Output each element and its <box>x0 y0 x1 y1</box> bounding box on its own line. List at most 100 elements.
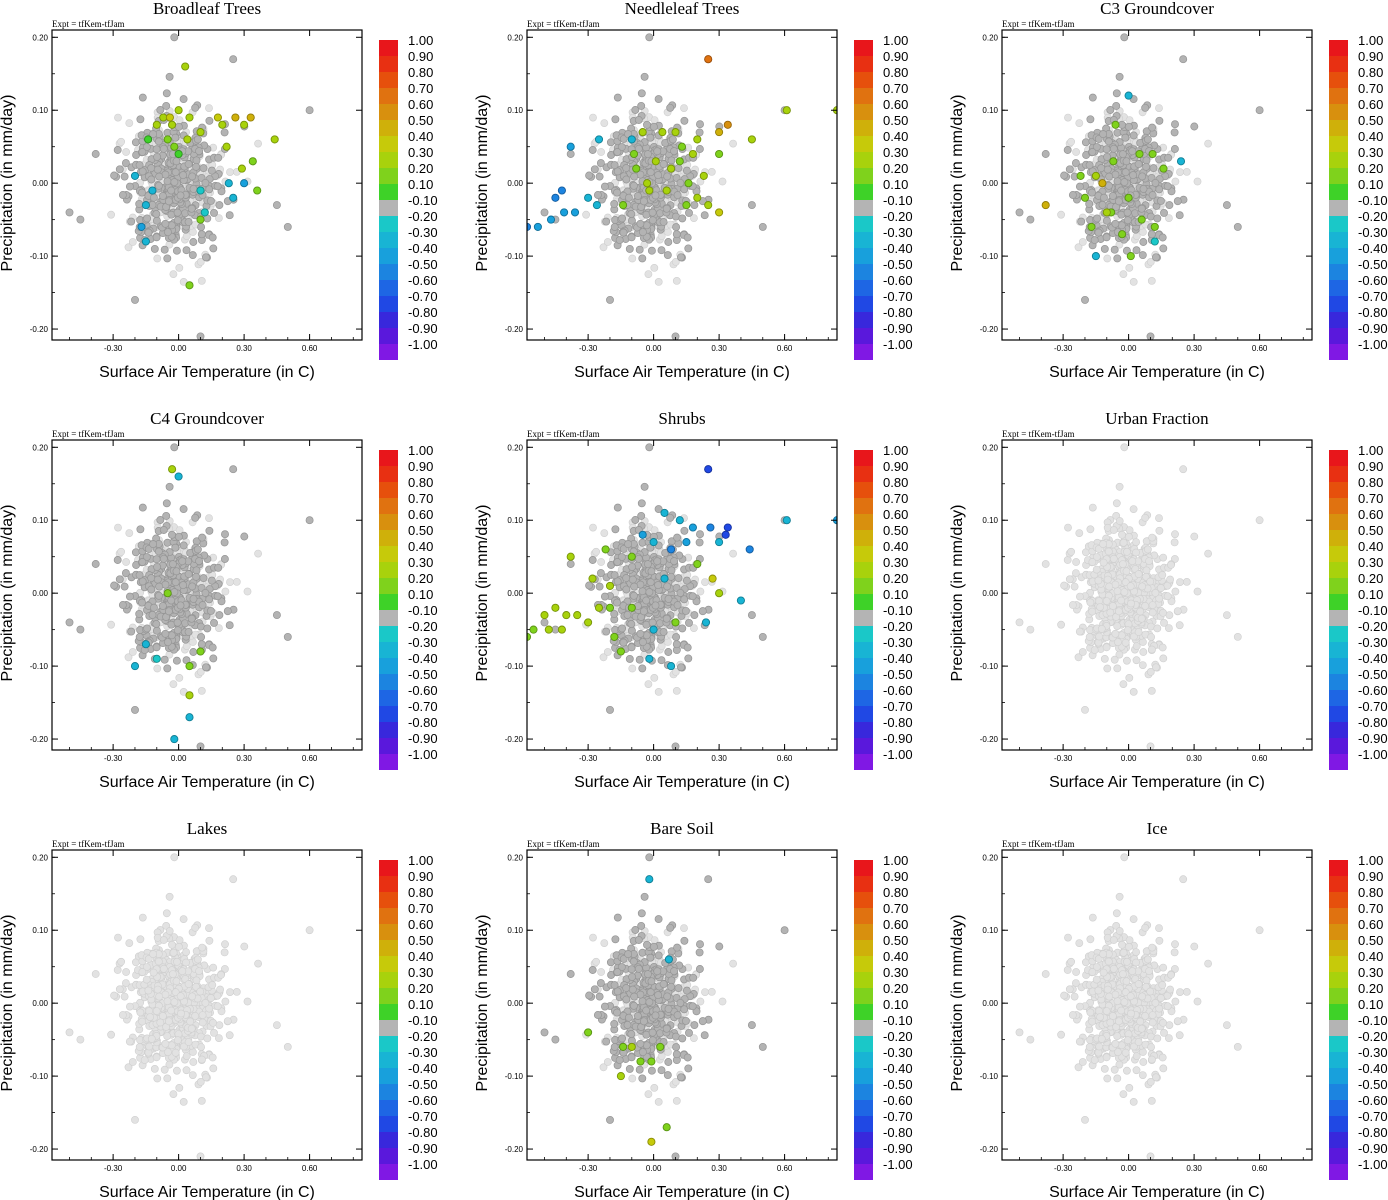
colorbar-swatch <box>1329 514 1348 530</box>
point-gray <box>651 191 660 200</box>
point-gray <box>127 217 136 226</box>
colorbar-swatch <box>1329 738 1348 754</box>
point-light <box>1109 526 1118 534</box>
colorbar-swatch <box>379 578 398 594</box>
point-gray <box>213 182 222 191</box>
point-gray <box>152 210 161 218</box>
point-light <box>1070 582 1079 591</box>
point-light <box>214 624 223 632</box>
point-gray <box>698 607 707 616</box>
point-gray <box>138 577 147 586</box>
point-light <box>1067 547 1075 556</box>
point-light <box>1114 638 1122 646</box>
point-light <box>1132 656 1141 665</box>
point-gray <box>162 499 171 508</box>
x-tick-label: 0.60 <box>1252 344 1268 353</box>
expt-label: Expt = tfKem-tfJam <box>52 839 125 849</box>
colorbar-swatch <box>379 248 398 264</box>
point-light <box>189 1058 198 1066</box>
colorbar-swatch <box>854 626 873 642</box>
point-highlight <box>721 530 730 539</box>
colorbar-swatch <box>379 658 398 674</box>
point-gray <box>696 120 704 129</box>
colorbar-label: 0.20 <box>408 161 433 176</box>
colorbar-swatch <box>1329 530 1348 546</box>
point-light <box>1099 540 1107 548</box>
colorbar-label: 0.60 <box>1358 97 1383 112</box>
point-light <box>663 228 672 236</box>
point-highlight <box>747 135 756 144</box>
point-light <box>1026 625 1035 634</box>
x-tick-label: 0.30 <box>711 344 727 353</box>
colorbar-label: 0.70 <box>883 491 908 506</box>
point-gray <box>189 648 198 656</box>
point-gray <box>91 150 100 158</box>
point-gray <box>149 193 158 202</box>
point-gray <box>149 130 158 139</box>
point-gray <box>695 128 704 137</box>
point-gray <box>649 122 658 131</box>
colorbar-swatch <box>379 88 398 104</box>
colorbar-label: 0.50 <box>408 113 433 128</box>
point-gray <box>1102 145 1111 154</box>
point-gray <box>1137 204 1146 213</box>
point-gray <box>1141 103 1150 112</box>
point-gray <box>676 588 685 597</box>
point-gray <box>1149 164 1158 173</box>
point-light <box>114 113 122 122</box>
point-light <box>1176 578 1184 586</box>
point-highlight <box>638 128 647 137</box>
point-highlight <box>1109 157 1118 166</box>
point-light <box>232 577 241 586</box>
point-gray <box>627 216 636 225</box>
point-light <box>232 987 241 996</box>
point-highlight <box>1041 201 1050 210</box>
point-light <box>1078 648 1087 656</box>
point-light <box>1110 655 1119 664</box>
point-light <box>1123 547 1131 556</box>
point-gray <box>1077 217 1086 226</box>
point-gray <box>165 72 174 81</box>
point-gray <box>170 443 179 452</box>
colorbar-label: 0.70 <box>408 491 433 506</box>
point-highlight <box>1124 91 1133 100</box>
point-light <box>1117 631 1126 640</box>
point-light <box>1113 664 1122 673</box>
x-tick-label: 0.60 <box>302 754 318 763</box>
colorbar-label: -1.00 <box>1358 747 1388 762</box>
point-light <box>1115 607 1123 616</box>
point-gray <box>647 567 656 576</box>
point-gray <box>610 223 619 231</box>
point-light <box>254 549 262 558</box>
point-highlight <box>1091 252 1100 261</box>
point-gray <box>172 246 181 255</box>
point-gray <box>634 116 643 124</box>
colorbar-swatch <box>1329 706 1348 722</box>
point-highlight <box>551 603 560 612</box>
colorbar-label: 0.80 <box>883 475 908 490</box>
point-gray <box>1122 246 1131 255</box>
x-tick-label: 0.60 <box>777 754 793 763</box>
point-light <box>696 587 705 596</box>
colorbar-label: 0.40 <box>408 129 433 144</box>
colorbar-swatch <box>854 216 873 232</box>
point-highlight <box>693 193 702 202</box>
x-tick-label: 0.00 <box>1121 344 1137 353</box>
expt-label: Expt = tfKem-tfJam <box>527 19 600 29</box>
point-gray <box>1120 178 1129 187</box>
point-gray <box>613 148 622 156</box>
point-highlight <box>1135 149 1144 159</box>
point-gray <box>646 168 655 177</box>
point-highlight <box>1124 193 1133 202</box>
panel-title: Urban Fraction <box>1105 409 1209 428</box>
expt-label: Expt = tfKem-tfJam <box>527 429 600 439</box>
point-gray <box>110 581 119 590</box>
point-light <box>672 686 681 695</box>
point-light <box>1121 638 1130 647</box>
point-gray <box>193 545 202 554</box>
point-gray <box>634 554 643 563</box>
point-highlight <box>677 142 687 151</box>
point-light <box>1060 581 1068 590</box>
point-light <box>1132 232 1141 240</box>
